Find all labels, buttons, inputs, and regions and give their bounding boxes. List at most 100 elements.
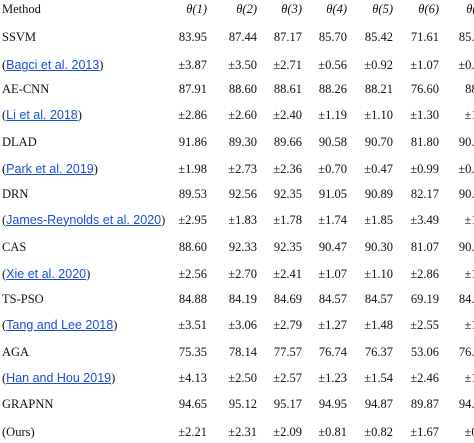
- value-cell: 89.66: [273, 134, 302, 149]
- open-paren: (: [2, 212, 7, 227]
- value-cell: ±2.31: [228, 424, 257, 439]
- value-cell: ±1.8: [464, 212, 474, 227]
- value-cell: 75.35: [178, 344, 207, 359]
- value-cell: 89.53: [178, 186, 207, 201]
- value-cell: ±2.86: [178, 107, 207, 122]
- open-paren: (: [2, 370, 7, 385]
- header-method: Method: [2, 1, 41, 16]
- citation-link[interactable]: Li et al. 2018: [6, 107, 78, 122]
- table-row: (Han and Hou 2019) ±4.13 ±2.50 ±2.57 ±1.23 ±1…: [0, 366, 474, 390]
- value-cell: 95.12: [228, 396, 257, 411]
- value-cell: ±0.47: [364, 161, 393, 176]
- value-cell: 85.42: [364, 29, 393, 44]
- value-cell: 87.91: [178, 81, 207, 96]
- close-paren: ): [161, 212, 166, 227]
- value-cell: 94.65: [178, 396, 207, 411]
- citation-cell: (Tang and Lee 2018): [2, 318, 117, 333]
- value-cell: 88.26: [318, 81, 347, 96]
- citation-cell: (Bagci et al. 2013): [2, 58, 103, 73]
- value-cell: 92.35: [273, 239, 302, 254]
- value-cell: ±2.40: [273, 107, 302, 122]
- citation-link[interactable]: Bagci et al. 2013: [6, 57, 100, 72]
- table-row: GRAPNN 94.65 95.12 95.17 94.95 94.87 89.87 94.8…: [0, 392, 474, 416]
- table-row: (James-Reynolds et al. 2020) ±2.95 ±1.83 ±1…: [0, 208, 474, 232]
- citation-cell: (Park et al. 2019): [2, 162, 98, 177]
- value-cell: 88.60: [178, 239, 207, 254]
- open-paren: (: [2, 317, 7, 332]
- open-paren: (: [2, 266, 7, 281]
- value-cell: 87.17: [273, 29, 302, 44]
- citation-link[interactable]: Tang and Lee 2018: [6, 317, 114, 332]
- value-cell: ±2.71: [273, 57, 302, 72]
- citation-link[interactable]: James-Reynolds et al. 2020: [6, 212, 162, 227]
- value-cell: ±1.30: [410, 107, 439, 122]
- value-cell: ±2.41: [273, 266, 302, 281]
- citation-cell: (Li et al. 2018): [2, 108, 82, 123]
- value-cell: ±0.56: [318, 57, 347, 72]
- method-name: CAS: [2, 239, 27, 254]
- method-name: TS-PSO: [2, 291, 44, 306]
- header-col: θ(1): [186, 1, 207, 16]
- value-cell: ±3.06: [228, 317, 257, 332]
- value-cell: 88.60: [228, 81, 257, 96]
- table-row: DRN 89.53 92.56 92.35 91.05 90.89 82.17 90.97: [0, 182, 474, 206]
- method-name: GRAPNN: [2, 396, 54, 411]
- value-cell: 84.88: [178, 291, 207, 306]
- value-cell: 90.70: [364, 134, 393, 149]
- citation-cell: (Xie et al. 2020): [2, 267, 90, 282]
- close-paren: ): [86, 266, 91, 281]
- value-cell: 82.17: [410, 186, 439, 201]
- value-cell: ±1.83: [228, 212, 257, 227]
- value-cell: 84.69: [273, 291, 302, 306]
- value-cell: ±1.98: [178, 161, 207, 176]
- table-row: DLAD 91.86 89.30 89.66 90.58 90.70 81.80 90.72: [0, 130, 474, 154]
- value-cell: 81.07: [410, 239, 439, 254]
- value-cell: ±0.8: [464, 424, 474, 439]
- value-cell: ±1.23: [318, 370, 347, 385]
- value-cell: 90.58: [318, 134, 347, 149]
- citation-cell: (James-Reynolds et al. 2020): [2, 213, 165, 228]
- table-row: TS-PSO 84.88 84.19 84.69 84.57 84.57 69.19 84.6…: [0, 287, 474, 311]
- value-cell: 90.47: [318, 239, 347, 254]
- value-cell: 90.32: [458, 239, 474, 254]
- value-cell: ±1.3: [464, 317, 474, 332]
- value-cell: ±1.74: [318, 212, 347, 227]
- value-cell: 81.80: [410, 134, 439, 149]
- value-cell: 76.60: [410, 81, 439, 96]
- value-cell: 84.62: [458, 291, 474, 306]
- value-cell: ±3.50: [228, 57, 257, 72]
- value-cell: 91.05: [318, 186, 347, 201]
- value-cell: ±1.48: [364, 317, 393, 332]
- value-cell: ±2.55: [410, 317, 439, 332]
- value-cell: ±2.36: [273, 161, 302, 176]
- table-row: SSVM 83.95 87.44 87.17 85.70 85.42 71.61 85.49: [0, 25, 474, 49]
- value-cell: ±0.81: [318, 424, 347, 439]
- table-row: CAS 88.60 92.33 92.35 90.47 90.30 81.07 90.32: [0, 235, 474, 259]
- value-cell: 76.45: [458, 344, 474, 359]
- value-cell: ±1.85: [364, 212, 393, 227]
- close-paren: ): [113, 317, 118, 332]
- value-cell: ±0.70: [318, 161, 347, 176]
- value-cell: 88.21: [364, 81, 393, 96]
- value-cell: ±2.09: [273, 424, 302, 439]
- header-col: θ(2): [236, 1, 257, 16]
- value-cell: ±1.78: [273, 212, 302, 227]
- citation-link[interactable]: Park et al. 2019: [6, 161, 94, 176]
- value-cell: 92.35: [273, 186, 302, 201]
- value-cell: 84.57: [318, 291, 347, 306]
- open-paren: (: [2, 57, 7, 72]
- citation-link[interactable]: Xie et al. 2020: [6, 266, 87, 281]
- value-cell: 69.19: [410, 291, 439, 306]
- open-paren: (: [2, 161, 7, 176]
- value-cell: 90.89: [364, 186, 393, 201]
- value-cell: 90.72: [458, 134, 474, 149]
- value-cell: ±3.51: [178, 317, 207, 332]
- value-cell: ±2.79: [273, 317, 302, 332]
- citation-cell: (Han and Hou 2019): [2, 371, 115, 386]
- citation-link[interactable]: Han and Hou 2019: [6, 370, 112, 385]
- value-cell: 95.17: [273, 396, 302, 411]
- value-cell: ±2.86: [410, 266, 439, 281]
- header-col: θ(6): [418, 1, 439, 16]
- method-name: AE-CNN: [2, 81, 50, 96]
- value-cell: ±1.27: [318, 317, 347, 332]
